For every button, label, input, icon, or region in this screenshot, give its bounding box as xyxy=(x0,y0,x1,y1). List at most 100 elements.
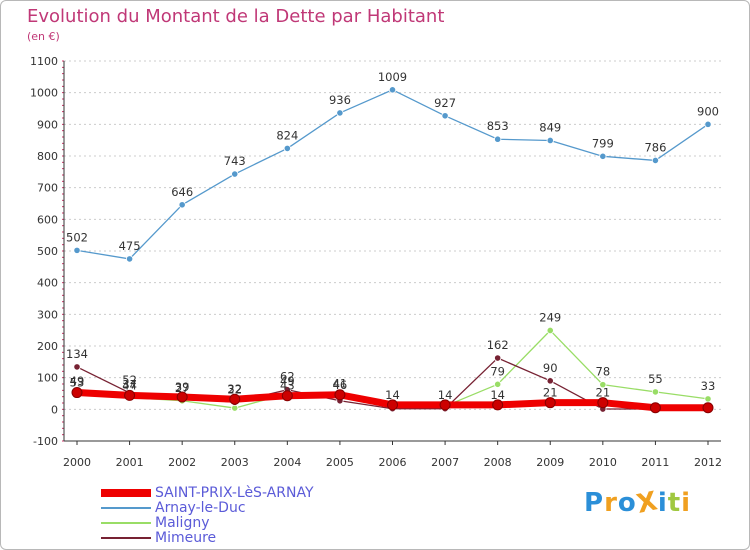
logo-letter: t xyxy=(667,488,682,518)
data-label: 21 xyxy=(543,386,558,400)
data-point xyxy=(178,201,186,209)
data-point xyxy=(546,136,554,145)
data-point xyxy=(597,397,609,409)
data-point xyxy=(599,381,607,389)
data-label: 853 xyxy=(487,119,509,133)
logo-letter: r xyxy=(604,488,618,518)
data-point xyxy=(231,170,239,178)
data-label: 927 xyxy=(434,96,456,110)
data-label: 27 xyxy=(175,381,190,395)
chart-subtitle: (en €) xyxy=(27,30,60,43)
axes: -100 0 100 200 300 400 500 600 700 800 900 1000 1100… xyxy=(30,55,722,469)
data-label: 502 xyxy=(66,230,88,244)
y-tick-label: -100 xyxy=(33,435,58,448)
data-point xyxy=(494,135,502,143)
x-tick-label: 2008 xyxy=(484,456,512,469)
legend-item-saint-prix: SAINT-PRIX-LèS-ARNAY xyxy=(101,485,314,501)
data-point xyxy=(176,391,188,403)
series-line-arnay-le-duc xyxy=(76,89,709,260)
logo-letter: i xyxy=(657,488,668,518)
data-label: 44 xyxy=(122,378,137,392)
data-label: 32 xyxy=(227,382,242,396)
data-point xyxy=(599,152,607,160)
x-tick-label: 2012 xyxy=(694,456,722,469)
data-point xyxy=(544,397,556,409)
data-label: 90 xyxy=(543,361,558,375)
data-label: 1009 xyxy=(378,70,407,84)
data-point xyxy=(494,354,502,362)
data-label: 900 xyxy=(697,104,719,118)
legend-swatch-saint-prix xyxy=(101,489,151,497)
chart-title: Evolution du Montant de la Dette par Hab… xyxy=(27,6,445,27)
y-tick-label: 200 xyxy=(37,340,58,353)
data-point xyxy=(492,399,504,411)
series-lines xyxy=(71,86,714,414)
data-point xyxy=(704,395,712,403)
data-point xyxy=(649,402,661,414)
x-tick-label: 2006 xyxy=(379,456,407,469)
data-point xyxy=(281,390,293,402)
legend-label-saint-prix: SAINT-PRIX-LèS-ARNAY xyxy=(155,485,314,501)
data-label: 41 xyxy=(333,376,348,390)
data-label: 475 xyxy=(119,239,141,253)
y-tick-label: 1000 xyxy=(30,87,58,100)
grid-lines xyxy=(64,60,721,442)
data-point xyxy=(124,389,136,401)
y-tick-label: 800 xyxy=(37,150,58,163)
data-label: 55 xyxy=(648,372,663,386)
x-tick-label: 2005 xyxy=(326,456,354,469)
data-label: 52 xyxy=(122,373,137,387)
x-tick-label: 2010 xyxy=(589,456,617,469)
data-point xyxy=(651,156,660,165)
legend-item-mimeure: Mimeure xyxy=(101,530,216,546)
data-label: 162 xyxy=(487,338,509,352)
y-tick-label: 100 xyxy=(37,372,58,385)
data-point xyxy=(387,399,398,411)
data-point xyxy=(441,112,449,120)
data-label: 43 xyxy=(280,379,295,393)
y-tick-label: 300 xyxy=(37,308,58,321)
data-label: 37 xyxy=(122,378,137,392)
y-tick-label: 900 xyxy=(37,118,58,131)
data-label: 14 xyxy=(438,388,453,402)
x-tick-label: 2002 xyxy=(168,456,196,469)
data-point xyxy=(704,120,712,128)
y-tick-label: 0 xyxy=(51,403,58,416)
x-tick-label: 2009 xyxy=(536,456,564,469)
data-point xyxy=(71,387,83,399)
data-label: 21 xyxy=(596,386,611,400)
data-point xyxy=(73,246,81,254)
x-tick-label: 2004 xyxy=(273,456,301,469)
data-point xyxy=(283,144,291,152)
x-tick-label: 2000 xyxy=(63,456,91,469)
x-tick-label: 2011 xyxy=(641,456,669,469)
legend-swatch-maligny xyxy=(101,522,151,524)
data-label: 14 xyxy=(385,388,400,402)
legend-label-mimeure: Mimeure xyxy=(155,530,217,546)
data-point xyxy=(439,399,451,411)
data-point xyxy=(334,389,346,401)
legend-label-maligny: Maligny xyxy=(155,515,210,531)
data-point xyxy=(388,86,397,94)
data-point xyxy=(702,402,714,414)
logo-letter: X xyxy=(633,486,661,520)
data-point xyxy=(73,363,81,371)
data-label: 62 xyxy=(280,370,295,384)
data-label: 743 xyxy=(224,154,246,168)
legend-label-arnay: Arnay-le-Duc xyxy=(155,500,246,516)
data-point xyxy=(336,109,344,117)
data-point xyxy=(125,255,134,263)
data-point xyxy=(546,326,554,335)
data-label: 849 xyxy=(539,120,561,134)
data-point xyxy=(546,377,554,385)
data-labels: 53 44 39 32 43 46 14 14 14 21 21 502 475 646 743 824 936… xyxy=(66,70,719,402)
data-label: 39 xyxy=(175,380,190,394)
data-label: 786 xyxy=(644,140,666,154)
data-label: 22 xyxy=(227,382,242,396)
data-label: 134 xyxy=(66,347,88,361)
y-tick-label: 600 xyxy=(37,213,58,226)
data-label: 79 xyxy=(490,364,505,378)
x-tick-label: 2001 xyxy=(116,456,144,469)
